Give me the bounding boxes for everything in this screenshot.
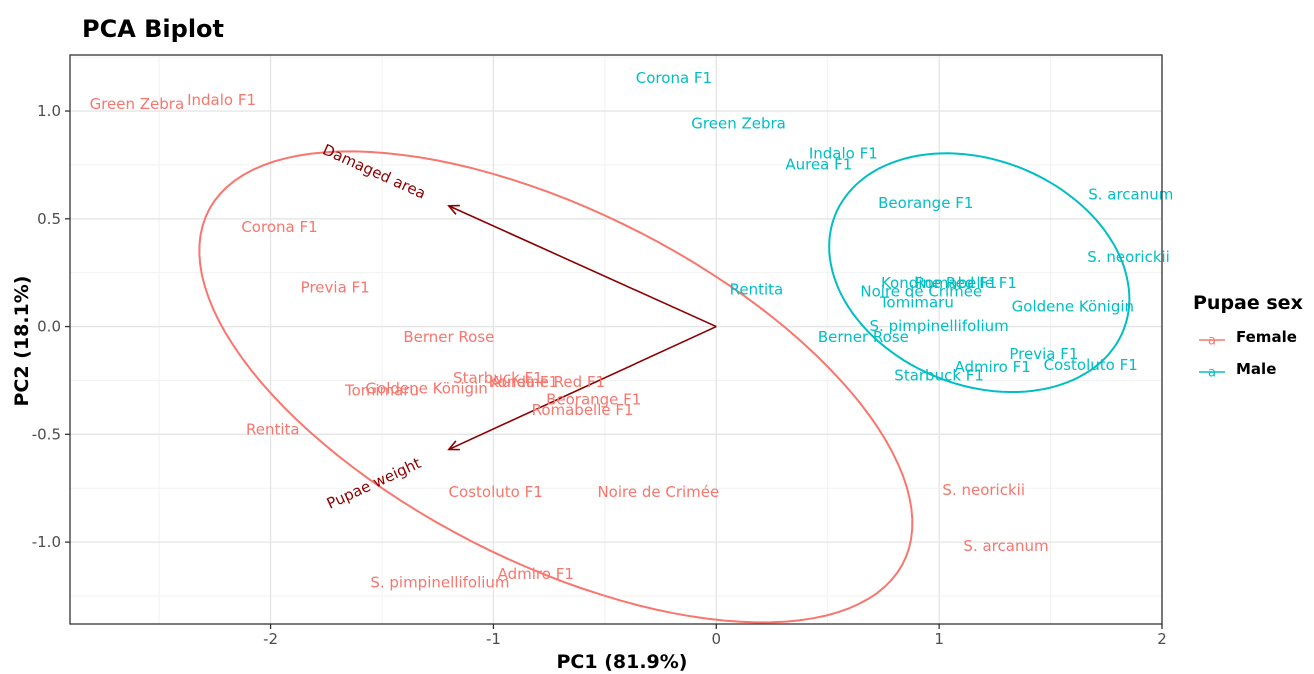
legend-key-glyph-male: a: [1208, 366, 1216, 381]
y-axis-title: PC2 (18.1%): [11, 276, 33, 407]
panel-frame: [69, 54, 1163, 625]
gridlines: [70, 55, 1163, 624]
point-label-female-starbuck-f1: Starbuck F1: [453, 369, 543, 387]
x-axis-ticks: -2 -1 0 1 2: [263, 624, 1167, 648]
point-label-female-goldene-konigin: Goldene Königin: [365, 380, 487, 398]
point-label-male-noire-de-crimee: Noire de Crimée: [860, 283, 982, 301]
y-axis-ticks: 1.0 0.5 0.0 -0.5 -1.0: [32, 102, 70, 551]
point-label-female-romabelle-f1: Romabelle F1: [532, 401, 634, 419]
point-label-female-corona-f1: Corona F1: [241, 218, 317, 236]
point-label-male-goldene-konigin: Goldene Königin: [1012, 298, 1134, 316]
y-tick-label: 0.0: [37, 318, 61, 336]
panel-background: [70, 55, 1162, 624]
point-label-female-s-pimpinellifolium: S. pimpinellifolium: [370, 574, 509, 592]
point-label-female-indalo-f1: Indalo F1: [187, 91, 256, 109]
point-label-male-s-neorickii: S. neorickii: [1087, 248, 1170, 266]
point-label-female-green-zebra: Green Zebra: [90, 95, 185, 113]
point-label-male-rentita: Rentita: [730, 280, 784, 298]
point-label-female-rentita: Rentita: [246, 421, 300, 439]
legend-key-glyph-female: a: [1208, 334, 1216, 349]
point-label-male-s-arcanum: S. arcanum: [1088, 186, 1173, 204]
y-tick-label: -0.5: [32, 425, 61, 443]
legend-label-male: Male: [1236, 360, 1276, 378]
x-tick-label: 2: [1157, 630, 1167, 648]
x-tick-label: 1: [934, 630, 944, 648]
point-label-female-aurea-f1: Aurea F1: [491, 373, 558, 391]
panel-border: [69, 54, 1163, 625]
point-label-male-romabelle-f1: Romabelle F1: [915, 274, 1017, 292]
plot-panel: [70, 55, 1162, 624]
point-label-male-kondine-red-f1: Kondine Red F1: [881, 274, 997, 292]
ellipse-female: [198, 150, 914, 624]
point-label-male-corona-f1: Corona F1: [636, 69, 712, 87]
x-tick-label: -1: [486, 630, 501, 648]
point-label-female-s-arcanum: S. arcanum: [963, 537, 1048, 555]
legend-title: Pupae sex: [1193, 292, 1303, 314]
x-axis-title: PC1 (81.9%): [557, 651, 688, 673]
legend: Pupae sex a Female a Male: [1193, 292, 1303, 381]
point-label-female-previa-f1: Previa F1: [301, 278, 370, 296]
point-label-male-admiro-f1: Admiro F1: [954, 358, 1030, 376]
point-label-female-berner-rose: Berner Rose: [403, 328, 494, 346]
legend-item-female: a Female: [1199, 328, 1297, 349]
arrowhead-damaged-area: [447, 204, 460, 215]
legend-item-male: a Male: [1199, 360, 1276, 381]
point-label-male-berner-rose: Berner Rose: [818, 328, 909, 346]
arrowhead-pupae-weight: [447, 440, 460, 451]
arrow-pupae-weight: [448, 325, 717, 451]
point-label-female-admiro-f1: Admiro F1: [498, 565, 574, 583]
point-label-male-previa-f1: Previa F1: [1009, 345, 1078, 363]
point-label-male-tomimaru: Tomimaru: [879, 293, 954, 311]
point-label-male-green-zebra: Green Zebra: [691, 114, 786, 132]
y-tick-label: -1.0: [32, 533, 61, 551]
point-label-female-costoluto-f1: Costoluto F1: [449, 483, 543, 501]
arrow-damaged-area: [448, 205, 717, 328]
ellipse-male: [828, 152, 1131, 393]
x-tick-label: 0: [712, 630, 722, 648]
point-label-female-kondine-red-f1: Kondine Red F1: [489, 373, 605, 391]
point-label-male-aurea-f1: Aurea F1: [785, 155, 852, 173]
point-label-female-s-neorickii: S. neorickii: [942, 481, 1025, 499]
point-label-male-costoluto-f1: Costoluto F1: [1044, 356, 1138, 374]
point-label-female-beorange-f1: Beorange F1: [546, 390, 641, 408]
point-label-male-starbuck-f1: Starbuck F1: [894, 367, 984, 385]
chart-title: PCA Biplot: [82, 15, 224, 43]
x-tick-label: -2: [263, 630, 278, 648]
y-tick-label: 1.0: [37, 102, 61, 120]
point-label-male-beorange-f1: Beorange F1: [878, 194, 973, 212]
legend-label-female: Female: [1236, 328, 1297, 346]
point-label-male-s-pimpinellifolium: S. pimpinellifolium: [870, 317, 1009, 335]
confidence-ellipses: [198, 150, 1131, 624]
point-label-male-indalo-f1: Indalo F1: [809, 145, 878, 163]
point-label-female-noire-de-crimee: Noire de Crimée: [597, 483, 719, 501]
point-label-female-tomimaru: Tomimaru: [344, 382, 419, 400]
y-tick-label: 0.5: [37, 210, 61, 228]
